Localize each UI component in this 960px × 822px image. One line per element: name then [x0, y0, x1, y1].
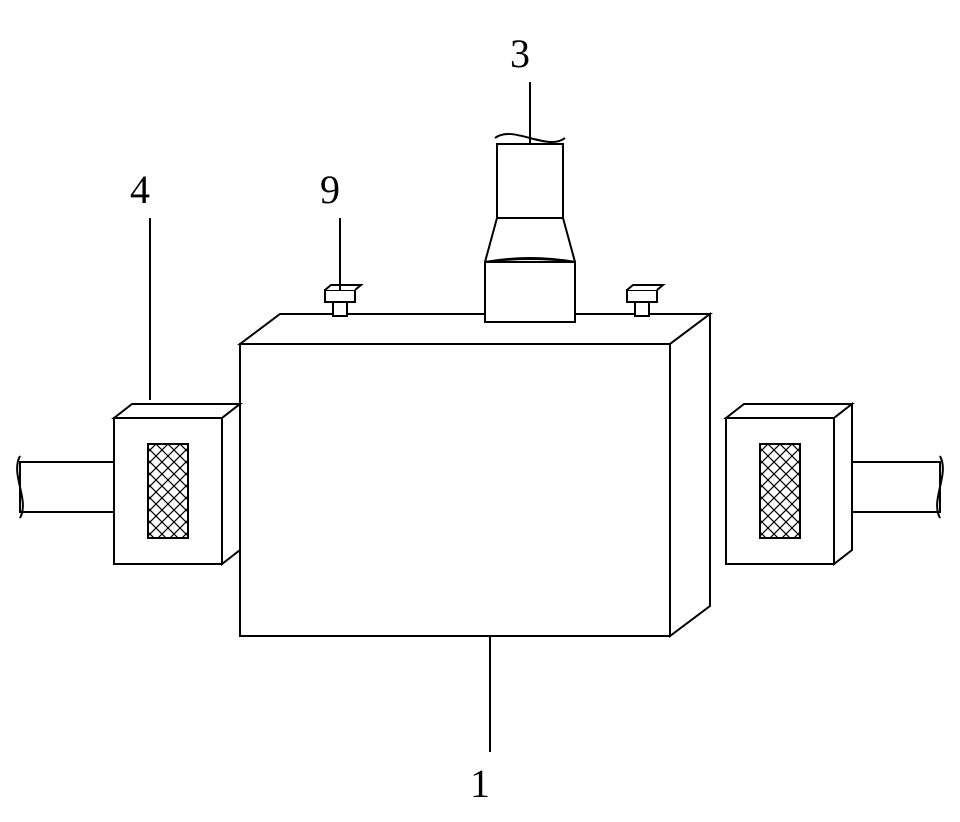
- bolt-2: [627, 285, 663, 316]
- side-block-right: [726, 404, 943, 564]
- label-4: 4: [130, 166, 150, 213]
- main-body: [240, 314, 710, 636]
- label-9: 9: [320, 166, 340, 213]
- top-connector: [485, 134, 575, 322]
- label-3: 3: [510, 30, 530, 77]
- bolt-1: [325, 285, 361, 316]
- label-1: 1: [470, 760, 490, 807]
- side-block-left: [17, 404, 240, 564]
